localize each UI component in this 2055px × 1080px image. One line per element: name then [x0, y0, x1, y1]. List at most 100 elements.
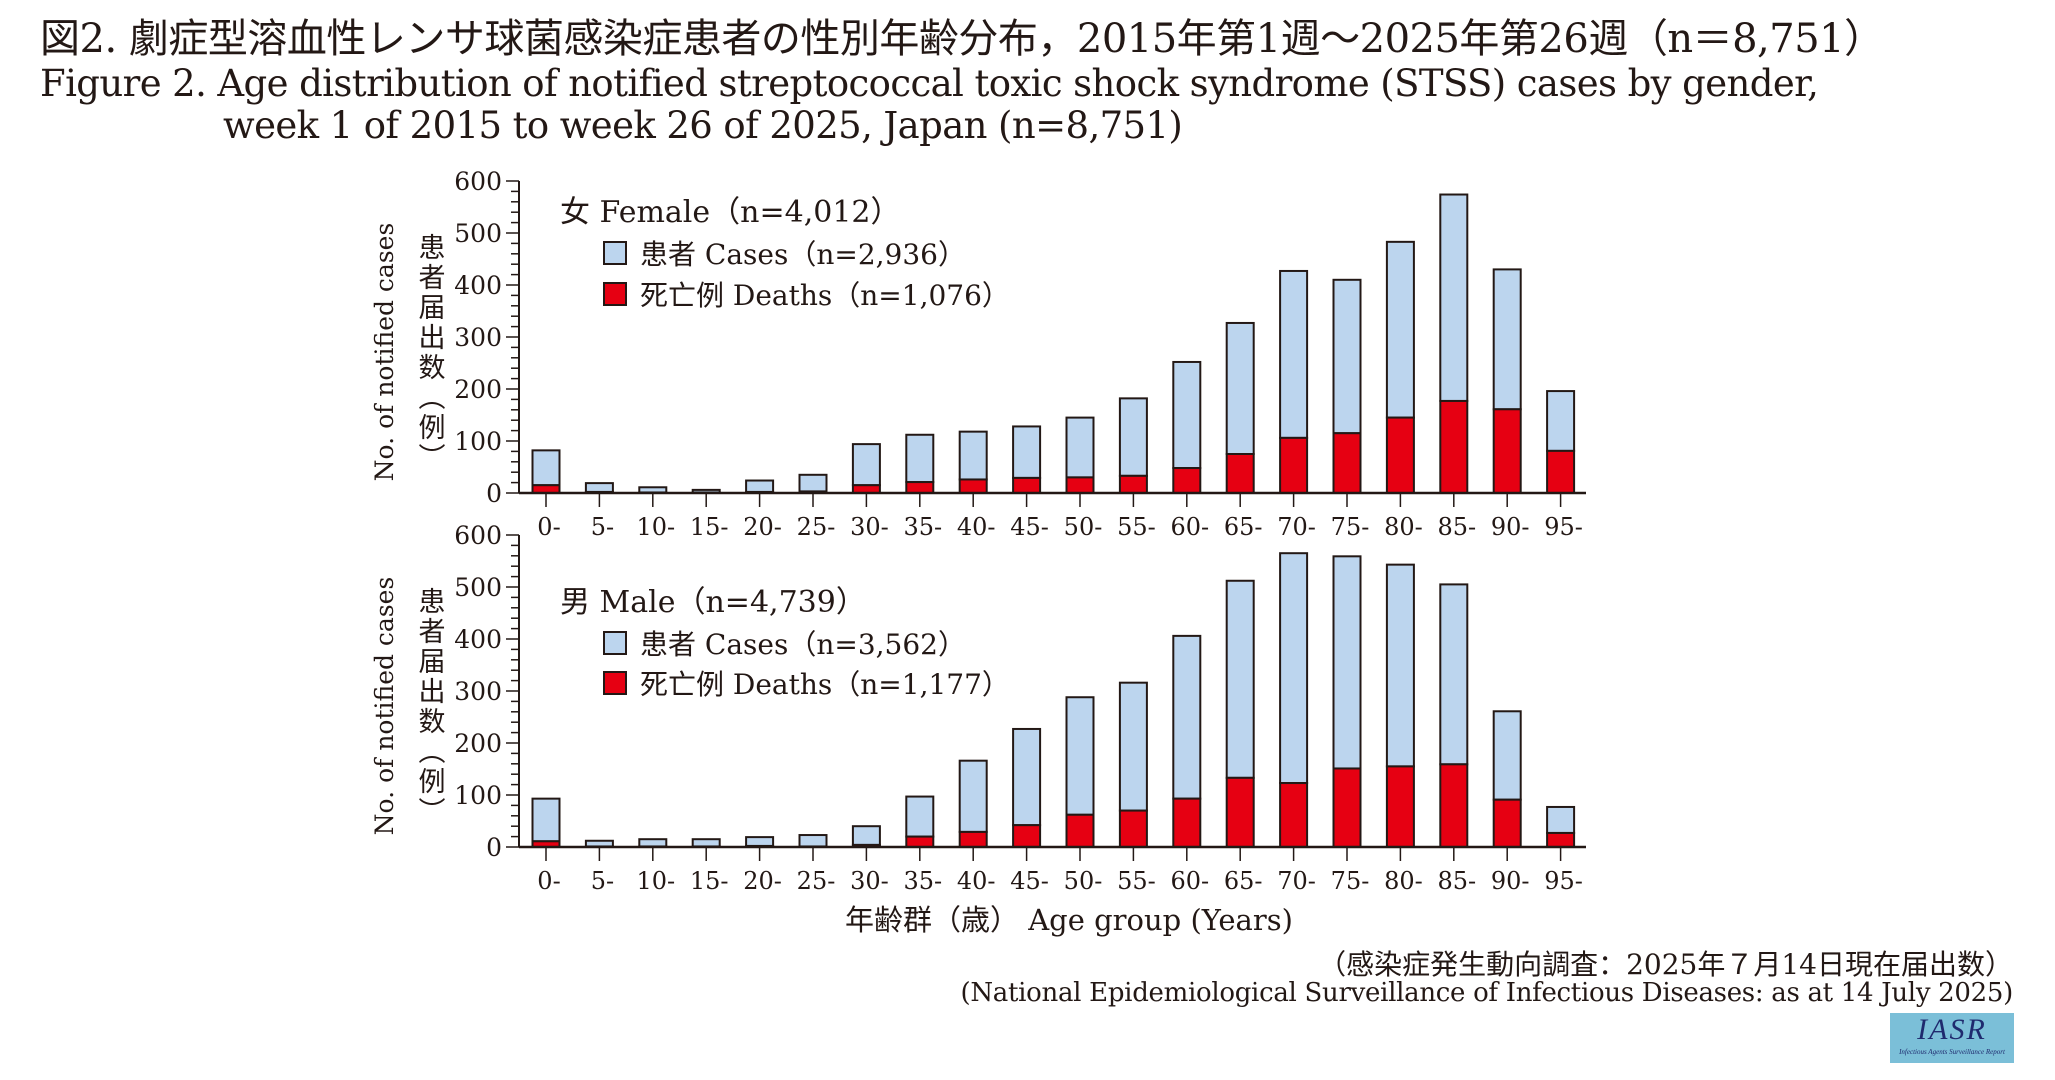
male-x-tick-label: 35-: [903, 867, 942, 895]
male-bar-deaths: [905, 835, 935, 848]
male-bar-cases: [1012, 727, 1042, 827]
male-y-axis-label-japanese-char: 患: [419, 587, 446, 618]
female-x-tick-label: 25-: [797, 513, 836, 541]
male-y-tick-label: 600: [454, 521, 502, 550]
female-y-tick-label: 100: [454, 427, 502, 456]
male-bar-cases: [1546, 805, 1576, 834]
iasr-logo: IASR Infectious Agents Surveillance Repo…: [1890, 1013, 2014, 1063]
male-x-tick-label: 15-: [690, 867, 729, 895]
female-legend-deaths-label: 死亡例 Deaths（n=1,076）: [640, 279, 1010, 312]
female-bar-deaths: [1012, 476, 1042, 495]
female-bar-cases: [851, 443, 881, 487]
female-x-tick-label: 40-: [957, 513, 996, 541]
male-bar-cases: [851, 825, 881, 846]
female-bar-deaths: [1172, 467, 1202, 495]
female-legend-deaths-swatch: [603, 282, 627, 306]
female-bar-cases: [745, 479, 775, 493]
female-x-tick-label: 0-: [537, 513, 560, 541]
male-x-tick-label: 25-: [797, 867, 836, 895]
female-x-tick-label: 35-: [903, 513, 942, 541]
female-bar-deaths: [1385, 416, 1415, 495]
female-y-tick-label: 600: [454, 167, 502, 196]
female-bar-cases: [1012, 425, 1042, 479]
male-bar-deaths: [1492, 798, 1522, 848]
male-y-tick-label: 0: [486, 833, 502, 862]
female-x-tick-label: 15-: [690, 513, 729, 541]
male-y-tick-label: 500: [454, 573, 502, 602]
male-bar-cases: [1439, 583, 1469, 766]
male-y-axis-label-japanese-char: 例: [419, 767, 446, 798]
female-bar-deaths: [1439, 399, 1469, 494]
female-bar-cases: [1172, 360, 1202, 470]
male-x-tick-label: 50-: [1064, 867, 1103, 895]
female-bar-cases: [584, 482, 614, 493]
male-legend-deaths-label: 死亡例 Deaths（n=1,177）: [640, 668, 1010, 701]
x-axis-title: 年齢群（歳） Age group (Years): [845, 903, 1293, 937]
female-y-axis-label-english: No. of notified cases: [370, 223, 399, 482]
female-y-axis-label-japanese-char: 数: [419, 353, 446, 384]
male-bar-cases: [798, 834, 828, 848]
female-bar-cases: [1385, 240, 1415, 419]
male-bar-cases: [1225, 579, 1255, 779]
male-bar-cases: [1332, 555, 1362, 770]
female-y-axis-label-japanese-char: 出: [419, 323, 446, 354]
male-bar-deaths: [1118, 809, 1148, 848]
male-bar-deaths: [1172, 797, 1202, 849]
male-y-tick-label: 100: [454, 781, 502, 810]
female-bar-deaths: [1225, 453, 1255, 494]
male-x-tick-label: 45-: [1010, 867, 1049, 895]
female-x-tick-label: 70-: [1277, 513, 1316, 541]
female-bar-cases: [958, 430, 988, 481]
male-y-axis-label-japanese-char: 者: [419, 617, 446, 648]
male-bar-deaths: [1012, 824, 1042, 848]
male-legend-deaths-swatch: [603, 671, 627, 695]
female-bar-deaths: [1546, 449, 1576, 495]
male-bar-cases: [1118, 681, 1148, 812]
figure-title-english-line1: Figure 2. Age distribution of notified s…: [40, 62, 1819, 105]
female-y-tick-label: 400: [454, 271, 502, 300]
male-y-axis-label-japanese-char: 数: [419, 707, 446, 738]
female-bar-deaths: [1118, 474, 1148, 494]
male-bar-deaths: [958, 830, 988, 848]
female-y-axis-label-japanese-char: 届: [419, 293, 446, 324]
female-bar-cases: [1546, 390, 1576, 452]
female-y-tick-label: 0: [486, 479, 502, 508]
iasr-logo-text: IASR: [1917, 1013, 1987, 1046]
female-x-tick-label: 65-: [1224, 513, 1263, 541]
female-bar-deaths: [1279, 436, 1309, 495]
male-x-tick-label: 10-: [636, 867, 675, 895]
male-bar-cases: [1065, 696, 1095, 816]
male-x-tick-label: 90-: [1491, 867, 1530, 895]
male-x-tick-label: 70-: [1277, 867, 1316, 895]
male-x-tick-label: 40-: [957, 867, 996, 895]
male-bar-cases: [1385, 563, 1415, 768]
female-legend-cases-label: 患者 Cases（n=2,936）: [640, 238, 966, 271]
male-bar-deaths: [1385, 765, 1415, 849]
female-bar-deaths: [1332, 432, 1362, 495]
female-y-axis-label-japanese-char: ︶: [419, 443, 446, 474]
source-note-english: (National Epidemiological Surveillance o…: [960, 978, 2014, 1008]
female-bar-cases: [1279, 269, 1309, 439]
female-x-tick-label: 50-: [1064, 513, 1103, 541]
male-x-tick-label: 65-: [1224, 867, 1263, 895]
male-bar-cases: [638, 838, 668, 848]
female-y-axis-label-japanese-char: ︵: [419, 383, 446, 414]
male-bar-cases: [531, 797, 561, 843]
figure-title-english-line2: week 1 of 2015 to week 26 of 2025, Japan…: [223, 104, 1183, 147]
male-legend-cases-swatch: [603, 631, 627, 655]
male-bar-cases: [745, 836, 775, 847]
female-bar-cases: [531, 449, 561, 487]
male-x-tick-label: 5-: [591, 867, 614, 895]
male-y-tick-label: 400: [454, 625, 502, 654]
female-bar-deaths: [1492, 408, 1522, 494]
female-y-tick-label: 300: [454, 323, 502, 352]
female-bar-cases: [1332, 278, 1362, 435]
female-x-tick-label: 90-: [1491, 513, 1530, 541]
female-bar-deaths: [905, 481, 935, 494]
iasr-logo-subtitle: Infectious Agents Surveillance Report: [1899, 1048, 2005, 1056]
female-bar-cases: [1225, 321, 1255, 455]
female-x-tick-label: 10-: [636, 513, 675, 541]
male-bar-deaths: [1225, 776, 1255, 849]
female-bar-cases: [1118, 397, 1148, 477]
